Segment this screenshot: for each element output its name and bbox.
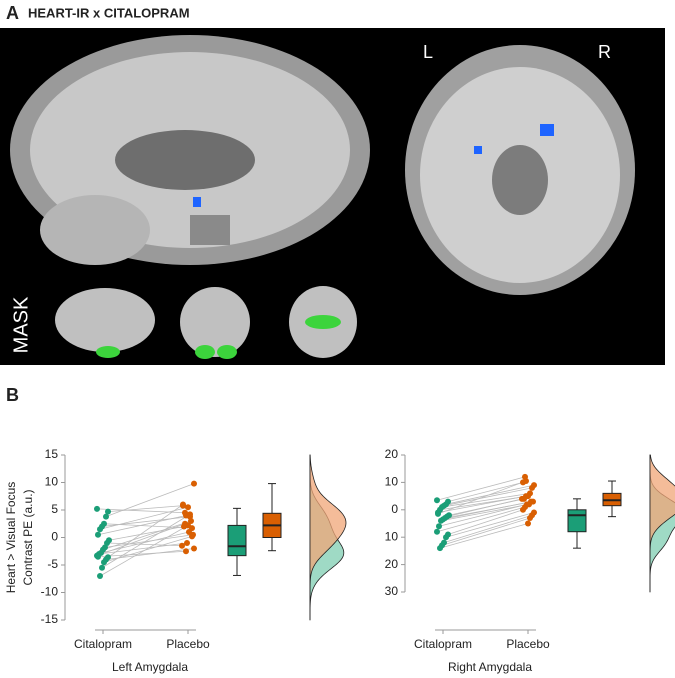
x-tick-label: Citalopram	[414, 637, 472, 651]
y-tick-label: -15	[41, 612, 59, 626]
pair-line	[97, 515, 187, 536]
sagittal-slice	[10, 35, 370, 265]
pair-line	[437, 480, 527, 515]
pair-line	[101, 514, 191, 569]
pair-line	[447, 482, 524, 502]
pair-line	[107, 504, 184, 558]
data-point	[187, 511, 193, 518]
pair-line	[443, 487, 533, 507]
data-point	[435, 510, 441, 517]
y-tick-label: -5	[47, 557, 58, 571]
data-point	[105, 508, 111, 515]
data-point	[185, 504, 191, 511]
data-point	[188, 518, 194, 524]
mask-label: MASK	[10, 296, 32, 353]
data-point	[434, 497, 440, 504]
data-point	[184, 540, 190, 546]
data-point	[438, 517, 444, 524]
y-tick-label: 20	[385, 447, 399, 461]
pair-line	[447, 509, 524, 535]
y-axis-title: Contrast PE (a.u.)	[21, 489, 35, 585]
pair-line	[96, 508, 186, 514]
y-tick-label: 0	[391, 502, 398, 516]
pair-line	[98, 542, 188, 555]
pair-line	[105, 483, 195, 517]
pair-line	[104, 534, 194, 548]
data-point	[434, 528, 440, 535]
pair-line	[440, 503, 530, 522]
data-point	[97, 573, 103, 579]
pair-line	[443, 514, 533, 544]
data-point	[186, 529, 192, 535]
x-tick-label: Citalopram	[74, 637, 132, 651]
data-point	[103, 513, 109, 520]
axial-slice	[405, 45, 635, 295]
data-point	[97, 526, 103, 533]
x-axis-title: Left Amygdala	[112, 660, 188, 674]
data-point	[99, 564, 105, 571]
y-tick-label: 10	[45, 475, 59, 489]
data-point	[520, 506, 526, 513]
x-tick-label: Placebo	[166, 637, 210, 651]
data-point	[183, 548, 189, 555]
data-point	[180, 501, 186, 508]
data-point	[191, 480, 197, 487]
data-point	[101, 559, 107, 566]
pair-line	[96, 523, 186, 557]
y-tick-label: 30	[385, 584, 399, 598]
pair-line	[438, 503, 528, 527]
density	[309, 454, 347, 620]
pair-line	[442, 501, 532, 520]
data-point	[437, 545, 443, 552]
data-point	[185, 522, 191, 529]
y-tick-label: 0	[51, 530, 58, 544]
pair-line	[99, 525, 189, 577]
data-point	[443, 534, 449, 541]
pair-line	[441, 492, 531, 508]
y-axis-title: Heart > Visual Focus	[4, 482, 18, 594]
data-point	[94, 505, 100, 512]
data-point	[529, 484, 535, 491]
pair-line	[439, 523, 529, 549]
hemisphere-label: L	[423, 42, 433, 62]
panel-title: HEART-IR x CITALOPRAM	[28, 5, 190, 20]
y-tick-label: 10	[385, 529, 399, 543]
panel-label: A	[6, 3, 19, 23]
pair-line	[436, 506, 526, 533]
panel-label: B	[6, 385, 19, 405]
pair-line	[107, 505, 184, 513]
hemisphere-label: R	[598, 42, 611, 62]
y-tick-label: 5	[51, 502, 58, 516]
y-tick-label: 15	[45, 447, 59, 461]
data-point	[179, 542, 185, 549]
pair-line	[445, 512, 535, 538]
data-point	[527, 515, 533, 522]
pair-line	[100, 531, 190, 554]
pair-line	[102, 520, 192, 550]
data-point	[189, 533, 195, 540]
box	[567, 509, 587, 533]
x-axis-title: Right Amygdala	[448, 660, 532, 674]
pair-line	[446, 498, 523, 518]
pair-line	[97, 550, 187, 558]
y-tick-label: 10	[385, 475, 399, 489]
data-point	[436, 523, 442, 530]
data-point	[519, 495, 525, 502]
pair-line	[437, 495, 527, 513]
data-point	[525, 520, 531, 527]
box	[227, 524, 247, 557]
pair-line	[441, 517, 531, 546]
density	[649, 454, 675, 592]
y-tick-label: 20	[385, 557, 399, 571]
x-tick-label: Placebo	[506, 637, 550, 651]
pair-line	[436, 476, 526, 501]
data-point	[523, 478, 529, 485]
y-tick-label: -10	[41, 585, 59, 599]
data-point	[191, 545, 197, 552]
data-point	[95, 531, 101, 538]
mask-slices	[55, 286, 357, 359]
data-point	[95, 553, 101, 560]
